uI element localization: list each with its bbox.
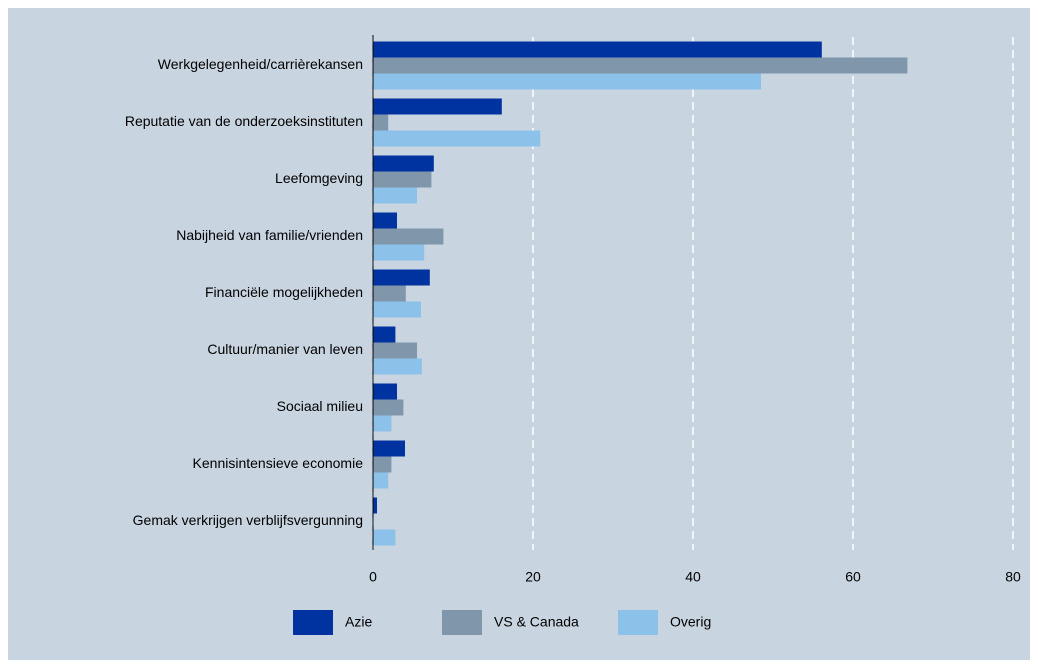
x-tick-label: 60	[845, 569, 861, 585]
bar	[373, 73, 761, 90]
x-tick-label: 80	[1005, 569, 1021, 585]
bar	[373, 342, 417, 359]
bar	[373, 269, 430, 286]
x-tick-label: 40	[685, 569, 701, 585]
y-tick-label: Sociaal milieu	[277, 398, 363, 414]
x-tick-label: 20	[525, 569, 541, 585]
y-tick-label: Financiële mogelijkheden	[205, 284, 363, 300]
bar	[373, 497, 377, 514]
bar	[373, 228, 444, 245]
bar	[373, 472, 389, 489]
bar	[373, 301, 421, 318]
x-tick-label: 0	[369, 569, 377, 585]
bar	[373, 383, 397, 400]
legend-swatch	[618, 610, 658, 635]
y-tick-label: Cultuur/manier van leven	[207, 341, 363, 357]
bar	[373, 285, 406, 302]
y-tick-label: Reputatie van de onderzoeksinstituten	[125, 113, 363, 129]
bar	[373, 244, 425, 261]
bar	[373, 41, 822, 58]
bar	[373, 440, 405, 457]
bar	[373, 57, 908, 74]
bar	[373, 456, 392, 473]
legend-label: Azie	[345, 614, 372, 630]
bar	[373, 358, 422, 375]
legend-label: VS & Canada	[494, 614, 579, 630]
bar	[373, 399, 404, 416]
bar	[373, 187, 417, 204]
bar	[373, 212, 397, 229]
bar	[373, 155, 434, 172]
bar	[373, 415, 392, 432]
bar	[373, 114, 389, 131]
bar	[373, 130, 541, 147]
y-tick-label: Kennisintensieve economie	[193, 455, 364, 471]
y-tick-label: Gemak verkrijgen verblijfsvergunning	[133, 512, 363, 528]
bar	[373, 529, 396, 546]
chart-background	[8, 8, 1030, 660]
legend-swatch	[442, 610, 482, 635]
bar	[373, 171, 432, 188]
bar	[373, 326, 396, 343]
y-tick-label: Werkgelegenheid/carrièrekansen	[158, 56, 363, 72]
y-tick-label: Leefomgeving	[275, 170, 363, 186]
legend-swatch	[293, 610, 333, 635]
legend-label: Overig	[670, 614, 711, 630]
y-tick-label: Nabijheid van familie/vrienden	[176, 227, 363, 243]
bar	[373, 98, 502, 115]
